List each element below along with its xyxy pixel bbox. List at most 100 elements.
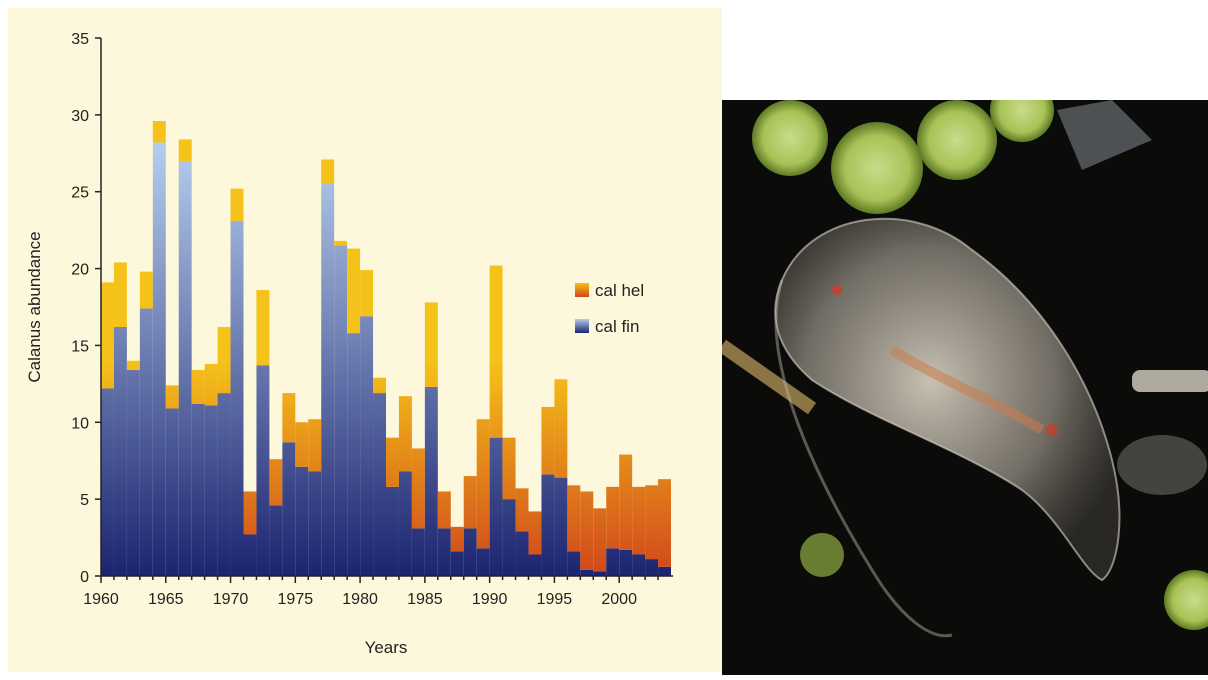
bar-cal-fin xyxy=(152,142,166,577)
bar-cal-fin xyxy=(437,528,451,576)
bar-cal-hel xyxy=(658,479,671,567)
copepod-spot xyxy=(1046,424,1058,436)
bar-cal-fin xyxy=(554,477,568,576)
bar-cal-fin xyxy=(386,486,399,576)
axes-group: 0 5 10 15 20 25 30 35 1960 1965 1970 1975 1980 1985 19… xyxy=(71,31,673,608)
algae-cell xyxy=(831,122,923,214)
bars-group xyxy=(101,121,671,577)
bar-cal-hel xyxy=(554,379,568,478)
bar-cal-fin xyxy=(113,326,127,576)
bar-cal-fin xyxy=(269,505,283,576)
debris xyxy=(1132,370,1208,392)
y-tick-label: 5 xyxy=(80,492,89,509)
y-tick-label: 0 xyxy=(80,569,89,586)
legend: cal hel cal fin xyxy=(575,281,644,336)
bar-cal-hel xyxy=(424,302,438,387)
bar-cal-fin xyxy=(658,566,671,576)
bar-cal-fin xyxy=(191,403,205,576)
bar-cal-hel xyxy=(541,406,555,475)
bar-cal-hel xyxy=(308,419,322,472)
bar-cal-fin xyxy=(178,160,192,576)
bar-cal-hel xyxy=(204,363,218,406)
bar-cal-hel xyxy=(567,485,581,552)
debris xyxy=(1057,100,1152,170)
bar-cal-hel xyxy=(515,488,529,532)
bar-cal-fin xyxy=(632,554,646,576)
copepod-photo-svg xyxy=(717,78,1208,675)
bar-cal-fin xyxy=(256,365,270,576)
bar-cal-fin xyxy=(580,569,594,576)
copepod-body xyxy=(774,217,1121,582)
bar-cal-hel xyxy=(152,121,166,143)
bar-cal-hel xyxy=(606,486,620,549)
bar-cal-hel xyxy=(165,385,179,409)
bar-cal-hel xyxy=(437,491,451,529)
x-tick-label: 1960 xyxy=(83,591,119,608)
bar-cal-fin xyxy=(230,220,244,577)
bar-cal-fin xyxy=(567,551,581,576)
x-axis-label: Years xyxy=(365,638,408,657)
x-tick-label: 1970 xyxy=(213,591,249,608)
bar-cal-fin xyxy=(321,184,335,576)
bar-cal-fin xyxy=(360,316,374,576)
bar-cal-fin xyxy=(489,437,503,576)
legend-label-cal-fin: cal fin xyxy=(595,317,639,336)
copepod-photo xyxy=(717,78,1208,675)
bar-cal-fin xyxy=(502,499,516,576)
x-tick-label: 1980 xyxy=(342,591,378,608)
y-tick-label: 15 xyxy=(71,338,89,355)
bar-cal-fin xyxy=(424,386,438,576)
debris xyxy=(717,339,817,415)
bar-cal-hel xyxy=(126,360,140,371)
x-tick-label: 1990 xyxy=(472,591,508,608)
bar-cal-hel xyxy=(645,485,659,560)
bar-cal-fin xyxy=(282,442,296,576)
bar-cal-hel xyxy=(360,270,374,317)
bar-cal-hel xyxy=(230,188,244,221)
x-tick-label: 1985 xyxy=(407,591,443,608)
bar-cal-hel xyxy=(191,370,205,404)
bar-cal-fin xyxy=(515,531,529,576)
bar-cal-hel xyxy=(139,271,153,309)
bar-cal-hel xyxy=(295,422,309,467)
bar-cal-hel xyxy=(450,526,464,552)
bar-cal-fin xyxy=(373,393,386,576)
bar-cal-hel xyxy=(243,491,257,535)
x-tick-label: 2000 xyxy=(601,591,637,608)
bar-cal-hel xyxy=(256,290,270,366)
bar-cal-hel xyxy=(101,282,114,389)
bar-cal-hel xyxy=(398,396,412,472)
bar-cal-fin xyxy=(593,571,607,576)
y-tick-label: 10 xyxy=(71,415,89,432)
bar-cal-fin xyxy=(645,559,659,576)
y-tick-label: 30 xyxy=(71,108,89,125)
bar-cal-fin xyxy=(463,528,477,576)
chart-svg: 0 5 10 15 20 25 30 35 1960 1965 1970 1975 1980 1985 19… xyxy=(8,8,722,672)
debris xyxy=(1117,435,1207,495)
bar-cal-hel xyxy=(347,248,361,334)
bar-cal-fin xyxy=(308,471,322,576)
copepod-antenna xyxy=(774,279,953,638)
bar-cal-hel xyxy=(502,437,516,500)
bar-cal-hel xyxy=(476,419,490,549)
legend-swatch-cal-hel xyxy=(575,283,589,297)
bar-cal-hel xyxy=(113,262,127,327)
bar-cal-fin xyxy=(295,466,309,576)
bar-cal-fin xyxy=(476,548,490,576)
bar-cal-hel xyxy=(178,139,192,161)
y-tick-label: 20 xyxy=(71,262,89,279)
bar-cal-hel xyxy=(619,454,633,550)
bar-cal-fin xyxy=(204,405,218,576)
bar-cal-hel xyxy=(321,159,335,185)
bar-cal-fin xyxy=(243,534,257,576)
bar-cal-hel xyxy=(632,486,646,555)
bar-cal-fin xyxy=(347,333,361,576)
y-axis-label: Calanus abundance xyxy=(25,231,44,382)
bar-cal-fin xyxy=(334,245,348,576)
bar-cal-fin xyxy=(450,551,464,576)
calanus-abundance-chart: 0 5 10 15 20 25 30 35 1960 1965 1970 1975 1980 1985 19… xyxy=(8,8,722,672)
bar-cal-hel xyxy=(217,326,231,394)
bar-cal-fin xyxy=(101,388,114,576)
bar-cal-hel xyxy=(463,476,477,529)
legend-swatch-cal-fin xyxy=(575,319,589,333)
